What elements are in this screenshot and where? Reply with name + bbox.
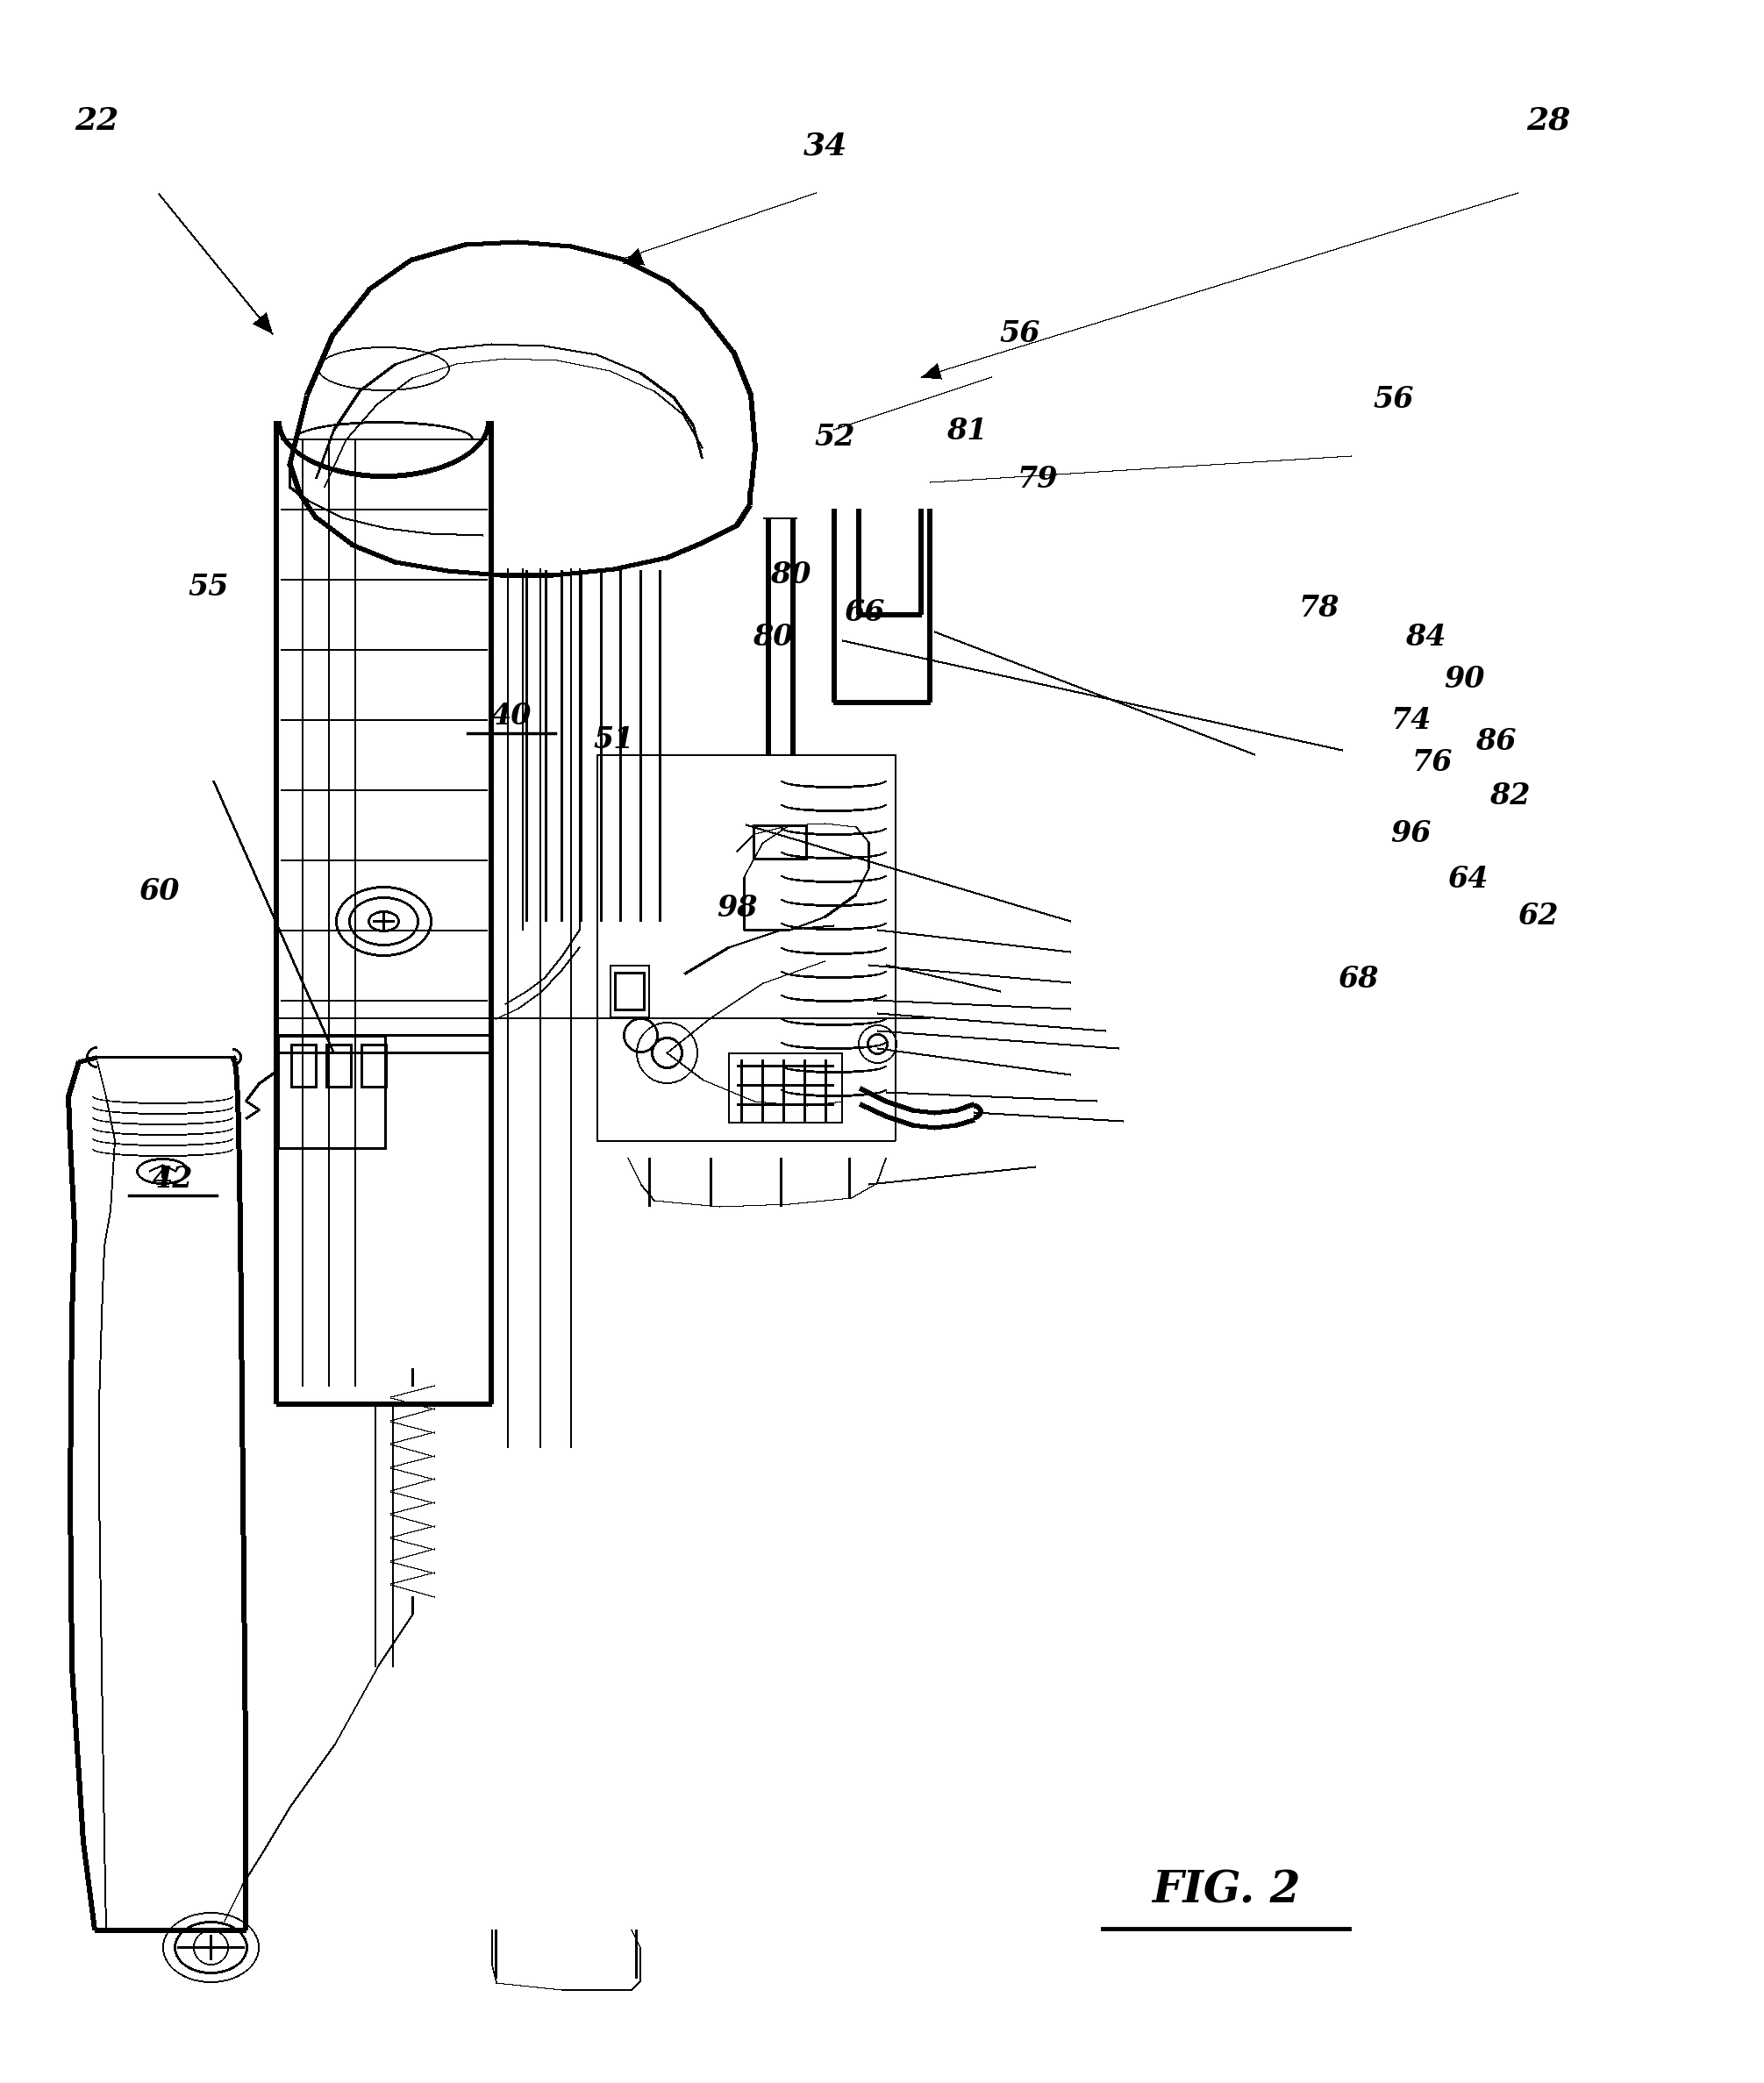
Text: 86: 86 — [1475, 727, 1517, 756]
Text: 60: 60 — [138, 877, 180, 906]
Text: 80: 80 — [769, 560, 811, 589]
Text: 66: 66 — [843, 598, 886, 627]
Text: 55: 55 — [187, 573, 229, 602]
Text: 62: 62 — [1517, 902, 1559, 931]
Text: 76: 76 — [1411, 748, 1454, 777]
Text: 40: 40 — [490, 702, 533, 731]
Text: 96: 96 — [1390, 819, 1432, 848]
Text: 42: 42 — [152, 1164, 194, 1194]
Text: 82: 82 — [1489, 781, 1531, 810]
Text: 34: 34 — [804, 131, 847, 160]
Text: 98: 98 — [716, 894, 759, 923]
Text: 84: 84 — [1404, 623, 1446, 652]
Text: 64: 64 — [1446, 864, 1489, 894]
Text: 74: 74 — [1390, 706, 1432, 735]
Text: 79: 79 — [1016, 465, 1058, 494]
Text: 22: 22 — [76, 106, 118, 135]
Text: 90: 90 — [1443, 664, 1485, 694]
Text: 78: 78 — [1298, 594, 1341, 623]
Text: 81: 81 — [946, 417, 988, 446]
Text: 52: 52 — [813, 423, 856, 452]
Text: 56: 56 — [998, 319, 1041, 348]
Text: 51: 51 — [593, 725, 635, 754]
Text: FIG. 2: FIG. 2 — [1152, 1871, 1300, 1912]
Text: 80: 80 — [751, 623, 794, 652]
Text: 68: 68 — [1337, 964, 1379, 994]
Text: 56: 56 — [1372, 385, 1415, 415]
Text: 28: 28 — [1528, 106, 1570, 135]
